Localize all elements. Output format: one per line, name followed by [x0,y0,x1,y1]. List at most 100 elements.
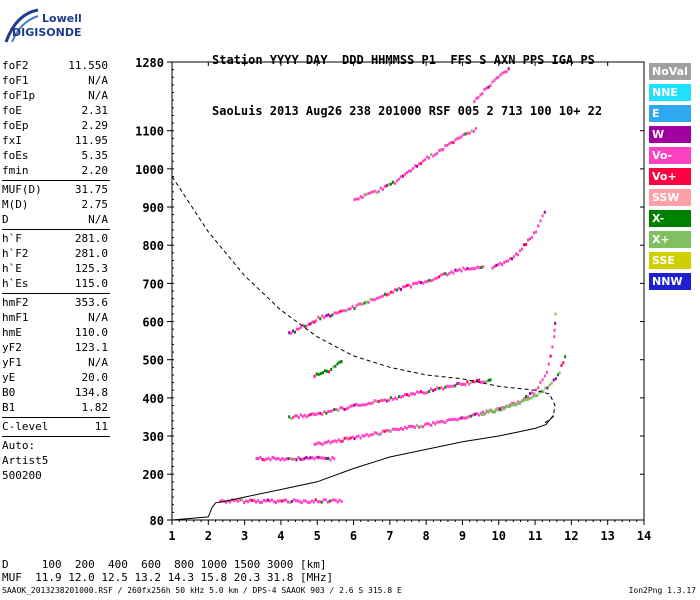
echo-point [513,255,516,259]
echo-point [538,391,541,395]
echo-point [504,404,507,408]
echo-point [446,419,449,423]
density-profile [171,415,554,521]
echo-point [476,379,479,383]
echo-point [495,76,498,80]
echo-point [349,404,352,408]
echo-point [331,409,334,413]
echo-point [549,354,552,358]
echo-point [432,278,435,282]
echo-point [327,313,330,317]
plot-frame [171,61,645,521]
echo-point [339,406,342,410]
echo-point [470,267,473,271]
y-tick-label: 1000 [135,163,164,177]
param-row: hmF2 353.6 [2,295,110,310]
echo-point [397,395,400,399]
echo-point [434,422,437,426]
echo-point [357,403,360,407]
echo-point [405,393,408,397]
echo-point [428,156,431,160]
param-row: foF2 11.550 [2,58,110,73]
echo-point [516,402,519,406]
param-row: foEp 2.29 [2,118,110,133]
param-key: hmF2 [2,296,29,309]
echo-point [522,243,525,247]
echo-point [305,415,308,419]
muf-row: MUF 11.9 12.0 12.5 13.2 14.3 15.8 20.3 3… [2,571,334,584]
echo-point [369,402,372,406]
echo-point [524,242,527,246]
echo-point [327,410,330,414]
echo-point [444,421,447,425]
echo-point [313,412,316,416]
echo-point [361,403,364,407]
legend-item: W [649,126,691,143]
echo-point [381,429,384,433]
echo-point [450,384,453,388]
echo-point [478,266,481,270]
echo-point [464,268,467,272]
echo-point [301,415,304,419]
echo-point [337,311,340,315]
echo-point [334,498,337,502]
echo-point [391,427,394,431]
echo-point [315,372,318,376]
echo-point [541,378,544,382]
echo-point [239,498,242,502]
echo-point [321,456,324,460]
station-header: Station YYYY DAY DDD HHMMSS P1 FFS S AXN… [212,18,602,137]
echo-point [272,500,275,504]
param-row: yF2 123.1 [2,340,110,355]
echo-point [295,414,298,418]
echo-point [375,431,378,435]
echo-point [546,386,549,390]
echo-point [292,498,295,502]
echo-point [462,416,465,420]
legend-item: X- [649,210,691,227]
echo-point [436,276,439,280]
echo-point [412,425,415,429]
echo-point [377,189,380,193]
echo-point [237,499,240,503]
echo-point [302,499,305,503]
param-row: yE 20.0 [2,370,110,385]
echo-point [468,414,471,418]
echo-point [284,498,287,502]
echo-point [377,432,380,436]
echo-point [363,301,366,305]
echo-point [307,322,310,326]
param-key: h`E [2,262,22,275]
echo-point [321,442,324,446]
echo-point [295,458,298,462]
echo-point [311,320,314,324]
header-line2: SaoLuis 2013 Aug26 238 201000 RSF 005 2 … [212,104,603,118]
echo-point [325,440,328,444]
echo-point [379,295,382,299]
echo-point [329,410,332,414]
echo-point [319,442,322,446]
echo-point [347,406,350,410]
echo-point [391,397,394,401]
echo-point [345,309,348,313]
param-row: h`F 281.0 [2,231,110,246]
param-key: B0 [2,386,16,399]
param-value: 2.20 [81,164,109,177]
echo-point [482,412,485,416]
echo-point [508,405,511,409]
echo-point [412,392,415,396]
echo-point [414,392,417,396]
echo-point [454,417,457,421]
echo-point [263,498,266,502]
echo-point [303,457,306,461]
auto-line: Artist5 [2,454,49,467]
echo-point [464,383,467,387]
echo-point [243,501,246,505]
echo-point [363,434,366,438]
echo-point [495,263,498,267]
echo-point [412,282,415,286]
echo-point [531,391,534,395]
echo-point [333,457,336,461]
echo-point [482,265,485,269]
echo-point [448,384,451,388]
